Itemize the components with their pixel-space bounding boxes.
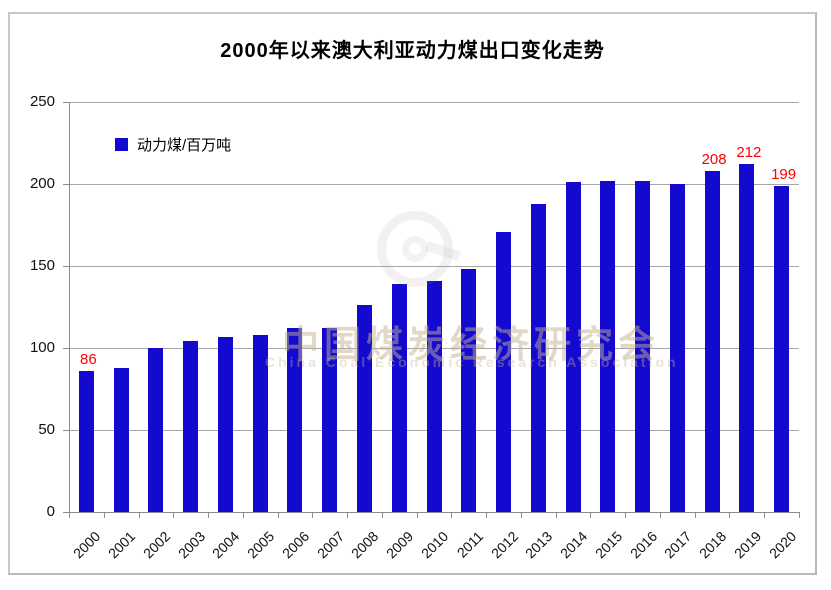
- x-axis-label: 2013: [522, 528, 556, 562]
- x-axis-label: 2007: [313, 528, 348, 562]
- x-tick: [486, 513, 488, 518]
- x-tick: [69, 513, 70, 518]
- x-axis-label: 2003: [174, 528, 208, 562]
- x-axis-label: 2009: [383, 528, 417, 562]
- x-axis-label: 2010: [417, 528, 452, 562]
- x-tick: [242, 513, 244, 518]
- data-label: 199: [771, 165, 797, 183]
- legend-label: 动力煤/百万吨: [137, 137, 232, 154]
- x-tick: [277, 513, 279, 518]
- watermark-text-cn: 中国煤炭经济研究会: [282, 324, 660, 365]
- bar: [113, 367, 129, 512]
- y-tick: [63, 184, 69, 185]
- gridline: [69, 184, 799, 185]
- x-axis-label: 2020: [765, 528, 799, 562]
- y-tick: [63, 348, 69, 349]
- x-tick: [138, 513, 140, 518]
- x-axis-label: 2008: [348, 528, 382, 562]
- y-axis-label: 250: [29, 93, 55, 110]
- bar: [322, 328, 338, 512]
- x-axis-label: 2011: [453, 528, 487, 561]
- x-tick: [520, 513, 522, 518]
- x-axis-label: 2017: [661, 528, 695, 562]
- x-axis-label: 2016: [626, 528, 660, 562]
- y-axis-line: [69, 102, 70, 513]
- bar: [496, 231, 512, 512]
- watermark-logo-icon: [377, 211, 461, 287]
- x-tick: [694, 513, 696, 518]
- x-axis-label: 2004: [209, 528, 243, 562]
- bar: [391, 284, 407, 512]
- data-label: 212: [736, 144, 762, 162]
- watermark-text-en: China Coal Economic Research Association: [265, 354, 679, 370]
- x-tick: [381, 513, 383, 518]
- bar: [183, 341, 199, 512]
- x-axis-label: 2001: [105, 528, 139, 562]
- x-axis-label: 2015: [591, 528, 626, 562]
- bar: [217, 336, 233, 512]
- bar: [148, 348, 164, 512]
- bar: [704, 170, 720, 512]
- x-axis-label: 2002: [139, 528, 174, 562]
- x-tick: [799, 513, 800, 518]
- x-tick: [659, 513, 661, 518]
- legend-swatch-icon: [115, 138, 128, 151]
- bar: [565, 182, 581, 512]
- x-tick: [347, 513, 349, 518]
- y-axis-label: 0: [46, 503, 55, 520]
- bar: [461, 269, 477, 512]
- bar: [530, 203, 546, 512]
- x-tick: [729, 513, 731, 518]
- y-axis-label: 150: [29, 257, 55, 274]
- bar: [252, 334, 268, 512]
- bar: [426, 280, 442, 512]
- chart-frame: 2000年以来澳大利亚动力煤出口变化走势 0 50 100 150 200 250 中国煤…: [8, 12, 817, 575]
- gridline: [69, 102, 799, 103]
- watermark-logo-inner-ring: [402, 236, 428, 262]
- y-tick: [63, 102, 69, 103]
- x-tick: [451, 513, 453, 518]
- x-axis-label: 2018: [696, 528, 730, 562]
- bar: [600, 180, 616, 512]
- y-axis-label: 200: [29, 175, 55, 192]
- x-tick: [590, 513, 592, 518]
- bar: [287, 328, 303, 512]
- legend: 动力煤/百万吨: [115, 134, 231, 155]
- x-tick: [625, 513, 627, 518]
- x-tick: [173, 513, 175, 518]
- y-tick: [63, 266, 69, 267]
- x-axis-line: [69, 512, 800, 513]
- x-axis-label: 2014: [557, 528, 591, 562]
- bar: [78, 370, 94, 512]
- y-axis-label: 100: [29, 339, 55, 356]
- x-tick: [312, 513, 314, 518]
- x-tick: [555, 513, 557, 518]
- x-axis-label: 2000: [70, 528, 104, 562]
- x-tick: [416, 513, 418, 518]
- plot-area: 0 50 100 150 200 250 中国煤炭经济研究会 China Coal Eco…: [10, 14, 815, 573]
- data-label: 208: [701, 150, 727, 168]
- y-tick: [63, 430, 69, 431]
- x-tick: [103, 513, 105, 518]
- bar: [669, 184, 685, 512]
- bar: [774, 185, 790, 512]
- watermark-logo-arrow: [425, 240, 461, 262]
- bar: [739, 164, 755, 512]
- chart-title: 2000年以来澳大利亚动力煤出口变化走势: [220, 40, 605, 62]
- y-axis-label: 50: [38, 421, 55, 438]
- x-axis-label: 2012: [487, 528, 521, 562]
- x-axis-label: 2019: [730, 528, 765, 562]
- x-axis-label: 2005: [244, 528, 278, 562]
- x-tick: [208, 513, 210, 518]
- x-axis-label: 2006: [278, 528, 313, 562]
- bar: [356, 305, 372, 512]
- x-tick: [764, 513, 766, 518]
- data-label: 86: [80, 350, 97, 368]
- y-tick: [63, 512, 69, 513]
- bar: [635, 180, 651, 512]
